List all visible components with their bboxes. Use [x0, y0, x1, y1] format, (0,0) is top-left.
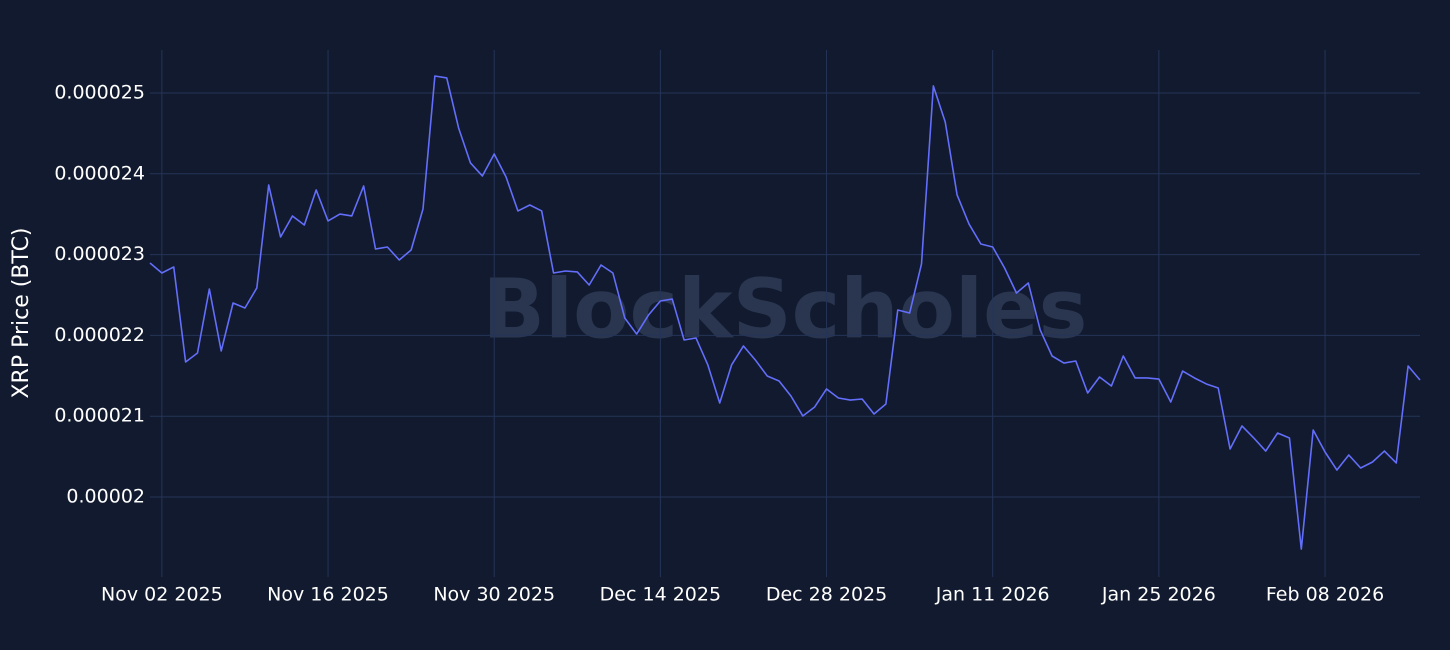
- y-tick-label: 0.000021: [54, 405, 145, 427]
- x-tick-label: Nov 02 2025: [101, 584, 223, 606]
- x-tick-label: Dec 14 2025: [600, 584, 721, 606]
- x-tick-label: Jan 11 2026: [935, 584, 1050, 606]
- y-axis-title: XRP Price (BTC): [9, 227, 34, 398]
- x-tick-label: Jan 25 2026: [1101, 584, 1216, 606]
- y-tick-label: 0.000022: [54, 324, 145, 346]
- price-line: [149, 75, 1421, 550]
- y-tick-label: 0.00002: [66, 486, 145, 508]
- y-tick-label: 0.000024: [54, 162, 145, 184]
- x-tick-label: Nov 16 2025: [267, 584, 389, 606]
- y-tick-label: 0.000023: [54, 243, 145, 265]
- x-tick-label: Feb 08 2026: [1266, 584, 1384, 606]
- x-tick-label: Dec 28 2025: [766, 584, 887, 606]
- y-tick-label: 0.000025: [54, 81, 145, 103]
- watermark: BlockScholes: [483, 262, 1088, 357]
- x-tick-label: Nov 30 2025: [433, 584, 555, 606]
